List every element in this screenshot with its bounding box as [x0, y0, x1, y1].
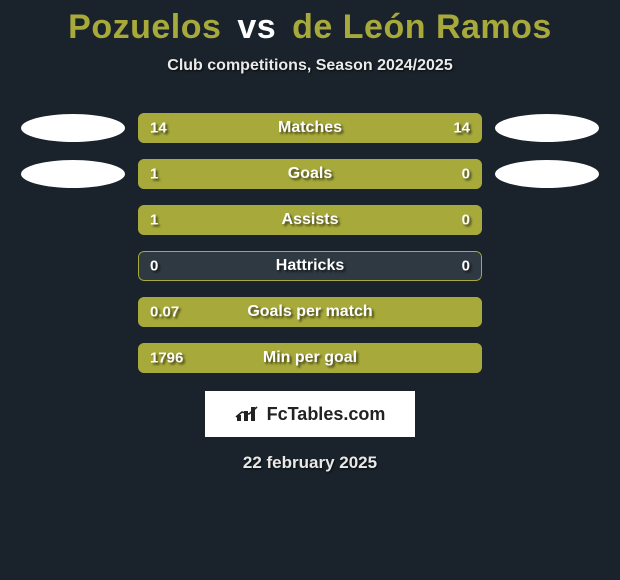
- value-left: 1: [150, 166, 158, 183]
- value-right: 14: [453, 120, 470, 137]
- stat-row: 0 0 Hattricks: [8, 251, 612, 281]
- stat-row: 1796 Min per goal: [8, 343, 612, 373]
- bar-left-fill: [138, 205, 403, 235]
- right-badge-slot: [482, 158, 612, 190]
- value-right: 0: [462, 258, 470, 275]
- left-badge-slot: [8, 112, 138, 144]
- date-text: 22 february 2025: [0, 453, 620, 473]
- bar-label: Min per goal: [263, 349, 357, 367]
- stat-bar: 14 14 Matches: [138, 113, 482, 143]
- title-player2: de León Ramos: [292, 8, 552, 46]
- stat-bar: 1 0 Goals: [138, 159, 482, 189]
- value-left: 1796: [150, 350, 183, 367]
- title-vs: vs: [237, 8, 276, 46]
- comparison-infographic: Pozuelos vs de León Ramos Club competiti…: [0, 0, 620, 580]
- brand-text: FcTables.com: [267, 404, 386, 425]
- bar-label: Matches: [278, 119, 342, 137]
- bar-label: Goals: [288, 165, 332, 183]
- stat-row: 0.07 Goals per match: [8, 297, 612, 327]
- value-right: 0: [462, 212, 470, 229]
- title-player1: Pozuelos: [68, 8, 221, 46]
- bar-label: Goals per match: [247, 303, 372, 321]
- bar-right-fill: [403, 159, 482, 189]
- bar-label: Hattricks: [276, 257, 344, 275]
- bar-label: Assists: [282, 211, 339, 229]
- stat-bar: 0 0 Hattricks: [138, 251, 482, 281]
- stat-bar: 1 0 Assists: [138, 205, 482, 235]
- stat-rows: 14 14 Matches 1 0 Goals 1 0 Assists 0 0 Hattricks 0.…: [0, 113, 620, 373]
- left-badge-slot: [8, 158, 138, 190]
- subtitle: Club competitions, Season 2024/2025: [0, 57, 620, 75]
- right-badge-slot: [482, 112, 612, 144]
- team-badge-placeholder: [19, 112, 127, 144]
- stat-row: 1 0 Assists: [8, 205, 612, 235]
- stat-row: 14 14 Matches: [8, 113, 612, 143]
- value-left: 14: [150, 120, 167, 137]
- team-badge-placeholder: [493, 112, 601, 144]
- team-badge-placeholder: [493, 158, 601, 190]
- value-left: 0.07: [150, 304, 179, 321]
- bar-right-fill: [403, 205, 482, 235]
- value-right: 0: [462, 166, 470, 183]
- stat-row: 1 0 Goals: [8, 159, 612, 189]
- page-title: Pozuelos vs de León Ramos: [0, 0, 620, 47]
- brand-chart-icon: [235, 405, 261, 423]
- stat-bar: 1796 Min per goal: [138, 343, 482, 373]
- value-left: 0: [150, 258, 158, 275]
- team-badge-placeholder: [19, 158, 127, 190]
- bar-left-fill: [138, 159, 403, 189]
- stat-bar: 0.07 Goals per match: [138, 297, 482, 327]
- value-left: 1: [150, 212, 158, 229]
- brand-badge: FcTables.com: [205, 391, 415, 437]
